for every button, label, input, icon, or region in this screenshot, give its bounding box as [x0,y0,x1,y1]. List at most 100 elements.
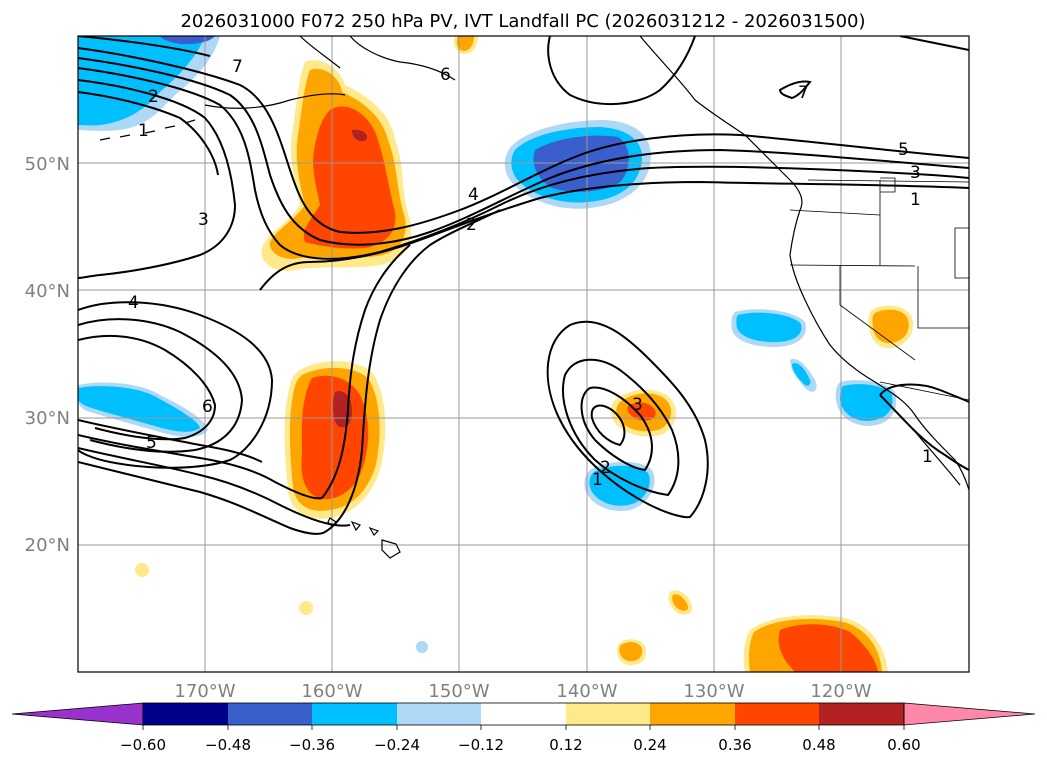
colorbar-tick-label: −0.12 [458,736,504,754]
contour-label: 4 [128,293,139,313]
lat-label-30n: 30°N [25,408,70,429]
lon-label-160w: 160°W [301,681,362,702]
lon-label-120w: 120°W [810,681,871,702]
colorbar-tick-label: −0.48 [205,736,251,754]
lat-label-20n: 20°N [25,535,70,556]
colorbar-swatch [566,703,650,725]
colorbar-swatch [228,703,312,725]
pv-contours [78,36,969,535]
colorbar-tick-label: 0.24 [633,736,666,754]
contour-label: 1 [138,121,149,141]
pos-anomaly-north-peak [352,129,368,142]
colorbar-swatch [735,703,819,725]
island-maui [368,526,380,536]
border-ca-us [807,179,969,183]
contour-ridge-1 [324,209,501,533]
pos-anomaly-ca-core [872,309,909,344]
contour-label: 1 [910,190,921,210]
contour-jet-1 [78,47,969,234]
neg-anomaly-nw-inner [160,36,215,45]
contour-label: 2 [148,87,159,107]
colorbar-tick-label: −0.60 [120,736,166,754]
border-ut [954,227,969,279]
pos-anomaly-blob-5 [299,601,313,615]
pos-anomaly-blob-2-core [672,594,689,611]
lon-label-170w: 170°W [174,681,235,702]
contour-south-ca-2 [879,394,969,471]
colorbar-extend-high [903,702,1036,726]
border-wa-or [789,209,881,216]
contour-label: 7 [232,57,243,77]
border-az [917,266,969,329]
map-panel: 7 2 1 6 3 4 2 4 6 5 3 2 1 5 3 1 7 1 [77,35,970,673]
neg-anomaly-blob-6 [416,641,428,653]
political-borders [789,177,969,401]
map-frame [77,35,970,673]
contour-trough-1 [78,301,274,469]
colorbar-swatch [397,703,481,725]
colorbar-swatch [819,703,904,725]
contour-trough-4 [78,419,263,463]
colorbar-tick-label: −0.24 [374,736,420,754]
lon-label-150w: 150°W [428,681,489,702]
contour-trough-6 [78,447,351,527]
colorbar-labels: −0.60 −0.48 −0.36 −0.24 −0.12 0.12 0.24 … [120,736,921,754]
contour-ne [778,36,969,100]
contour-south-ca [879,383,969,403]
contour-jet-2 [78,57,969,246]
colorbar: −0.60 −0.48 −0.36 −0.24 −0.12 0.12 0.24 … [11,702,1036,754]
contour-trough-5 [78,434,323,500]
contour-label: 5 [898,140,909,160]
hawaii-islands [327,517,401,559]
island-big [381,539,401,559]
contour-labels: 7 2 1 6 3 4 2 4 6 5 3 2 1 5 3 1 7 1 [128,57,933,490]
contour-label: 1 [592,470,603,490]
contour-trough-3 [78,334,217,441]
contour-label: 6 [440,65,451,85]
pos-anomaly-blob-3-core [619,642,643,662]
contour-closed-4 [590,404,626,447]
contour-north-2 [78,36,211,57]
colorbar-tick-label: 0.48 [802,736,835,754]
longitude-labels: 170°W 160°W 150°W 140°W 130°W 120°W [174,681,871,702]
colorbar-swatch [312,703,397,725]
contour-closed-1 [546,320,709,519]
contour-label: 3 [198,210,209,230]
island-oahu [350,520,361,532]
colorbar-ticks [142,725,905,730]
neg-anomaly-ca-small-core [792,363,811,386]
pos-anomaly-blob-1-core [456,36,474,51]
coast-aleutians [99,119,196,141]
contour-label: 6 [202,397,213,417]
neg-anomaly-baja-core [840,384,893,421]
shaded-field [78,36,914,672]
contour-ne-low [547,36,696,106]
contour-label: 5 [146,433,157,453]
border-or-ca [789,264,916,267]
colorbar-swatch [650,703,735,725]
pos-anomaly-blob-4 [135,563,149,577]
neg-anomaly-west-core [78,386,200,432]
contour-jet-4 [78,79,237,279]
contour-label: 3 [632,395,643,415]
pos-anomaly-north-inner [303,106,396,249]
contour-label: 2 [600,458,611,478]
colorbar-tick-label: −0.36 [289,736,335,754]
neg-anomaly-gulf-inner [533,135,629,192]
lat-label-40n: 40°N [25,281,70,302]
contour-label: 3 [910,163,921,183]
colorbar-swatch [481,703,566,725]
neg-anomaly-ca-core [736,312,802,343]
colorbar-swatch [143,703,228,725]
map-background [78,36,969,672]
neg-anomaly-nw-core [78,36,205,126]
contour-label: 2 [466,215,477,235]
map-title: 2026031000 F072 250 hPa PV, IVT Landfall… [180,11,865,32]
contour-jet-5 [259,180,969,291]
contour-closed-3 [580,386,653,472]
latitude-labels: 50°N 40°N 30°N 20°N [25,154,70,556]
contour-closed-2 [562,358,680,497]
pos-anomaly-center-inner [627,402,656,421]
contour-north-1 [78,91,219,176]
